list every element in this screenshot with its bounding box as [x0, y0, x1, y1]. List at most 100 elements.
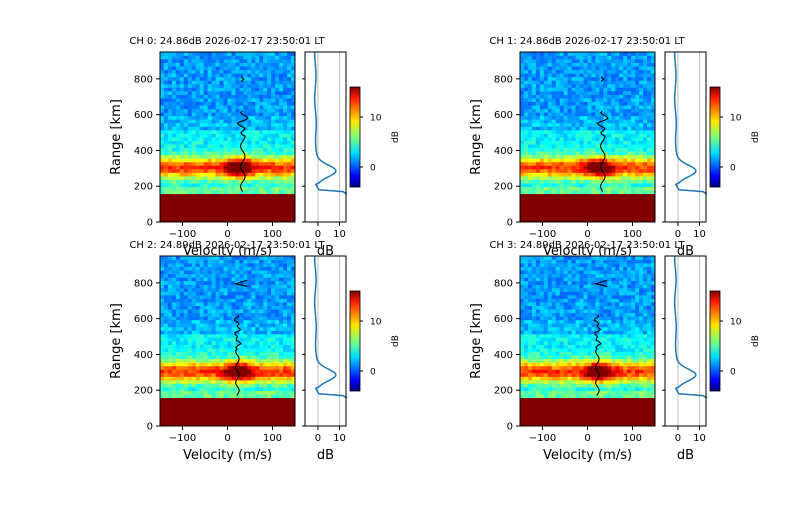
heatmap-cell: [219, 204, 224, 209]
heatmap-cell: [639, 115, 644, 120]
heatmap-cell: [207, 355, 213, 360]
heatmap-cell: [243, 330, 248, 335]
heatmap-cell: [247, 59, 252, 64]
heatmap-cell: [263, 284, 268, 289]
heatmap-cell: [523, 168, 529, 173]
heatmap-cell: [627, 190, 632, 195]
heatmap-cell: [271, 372, 276, 377]
heatmap-cell: [239, 369, 244, 374]
heatmap-cell: [215, 59, 220, 64]
heatmap-cell: [167, 358, 173, 363]
heatmap-cell: [239, 294, 244, 299]
heatmap-cell: [207, 287, 213, 292]
heatmap-cell: [191, 76, 197, 81]
heatmap-cell: [543, 105, 549, 110]
heatmap-cell: [267, 394, 272, 399]
heatmap-cell: [215, 323, 220, 328]
heatmap-cell: [207, 59, 213, 64]
heatmap-cell: [187, 323, 193, 328]
heatmap-cell: [160, 312, 165, 317]
heatmap-cell: [539, 158, 545, 163]
heatmap-cell: [203, 137, 209, 141]
heatmap-cell: [231, 83, 236, 88]
heatmap-cell: [627, 108, 632, 113]
heatmap-cell: [283, 165, 288, 170]
heatmap-cell: [587, 165, 592, 170]
heatmap-cell: [287, 284, 292, 289]
heatmap-cell: [211, 76, 216, 81]
heatmap-cell: [235, 411, 240, 416]
heatmap-cell: [207, 326, 213, 331]
heatmap-cell: [191, 266, 197, 271]
heatmap-cell: [283, 62, 288, 67]
heatmap-cell: [203, 207, 209, 212]
heatmap-cell: [539, 183, 545, 187]
heatmap-cell: [235, 204, 240, 209]
heatmap-cell: [271, 214, 276, 219]
heatmap-cell: [239, 214, 244, 219]
heatmap-cell: [179, 404, 185, 409]
heatmap-cell: [239, 76, 244, 81]
heatmap-cell: [160, 98, 165, 102]
heatmap-cell: [191, 408, 197, 413]
heatmap-cell: [179, 214, 185, 219]
heatmap-cell: [287, 263, 292, 268]
heatmap-cell: [203, 214, 209, 219]
heatmap-cell: [251, 76, 256, 81]
heatmap-cell: [215, 287, 220, 292]
heatmap-cell: [223, 90, 228, 95]
heatmap-cell: [535, 98, 541, 102]
heatmap-cell: [163, 298, 169, 303]
heatmap-cell: [647, 80, 652, 85]
heatmap-cell: [160, 214, 165, 219]
heatmap-cell: [615, 193, 620, 198]
heatmap-cell: [251, 323, 256, 328]
heatmap-cell: [275, 147, 280, 152]
heatmap-cell: [615, 144, 620, 149]
heatmap-cell: [199, 294, 205, 299]
heatmap-cell: [271, 397, 276, 402]
heatmap-cell: [527, 105, 533, 110]
heatmap-cell: [559, 151, 565, 156]
heatmap-cell: [195, 369, 201, 374]
heatmap-cell: [567, 101, 573, 106]
heatmap-cell: [175, 379, 181, 384]
heatmap-cell: [559, 69, 565, 74]
heatmap-cell: [231, 69, 236, 74]
heatmap-cell: [191, 211, 197, 216]
heatmap-cell: [283, 337, 288, 342]
heatmap-cell: [607, 179, 612, 184]
heatmap-cell: [199, 309, 205, 314]
heatmap-cell: [195, 193, 201, 198]
heatmap-cell: [247, 207, 252, 212]
heatmap-cell: [627, 168, 632, 173]
heatmap-cell: [527, 168, 533, 173]
heatmap-cell: [219, 337, 224, 342]
heatmap-cell: [275, 204, 280, 209]
heatmap-cell: [223, 344, 228, 349]
heatmap-cell: [283, 305, 288, 310]
heatmap-cell: [175, 344, 181, 349]
heatmap-cell: [279, 129, 284, 134]
heatmap-cell: [607, 98, 612, 102]
heatmap-cell: [219, 312, 224, 317]
heatmap-cell: [259, 161, 264, 166]
heatmap-cell: [583, 179, 588, 184]
heatmap-cell: [187, 137, 193, 141]
heatmap-cell: [639, 76, 644, 81]
heatmap-cell: [160, 383, 165, 388]
heatmap-cell: [167, 319, 173, 324]
heatmap-cell: [223, 302, 228, 306]
heatmap-cell: [247, 122, 252, 127]
heatmap-cell: [263, 333, 268, 338]
heatmap-cell: [587, 190, 592, 195]
heatmap-cell: [523, 87, 529, 92]
heatmap-cell: [271, 144, 276, 149]
heatmap-cell: [255, 144, 260, 149]
heatmap-cell: [287, 369, 292, 374]
heatmap-cell: [627, 83, 632, 88]
heatmap-cell: [291, 76, 296, 81]
heatmap-cell: [160, 284, 165, 289]
heatmap-cell: [551, 98, 557, 102]
heatmap-cell: [179, 397, 185, 402]
